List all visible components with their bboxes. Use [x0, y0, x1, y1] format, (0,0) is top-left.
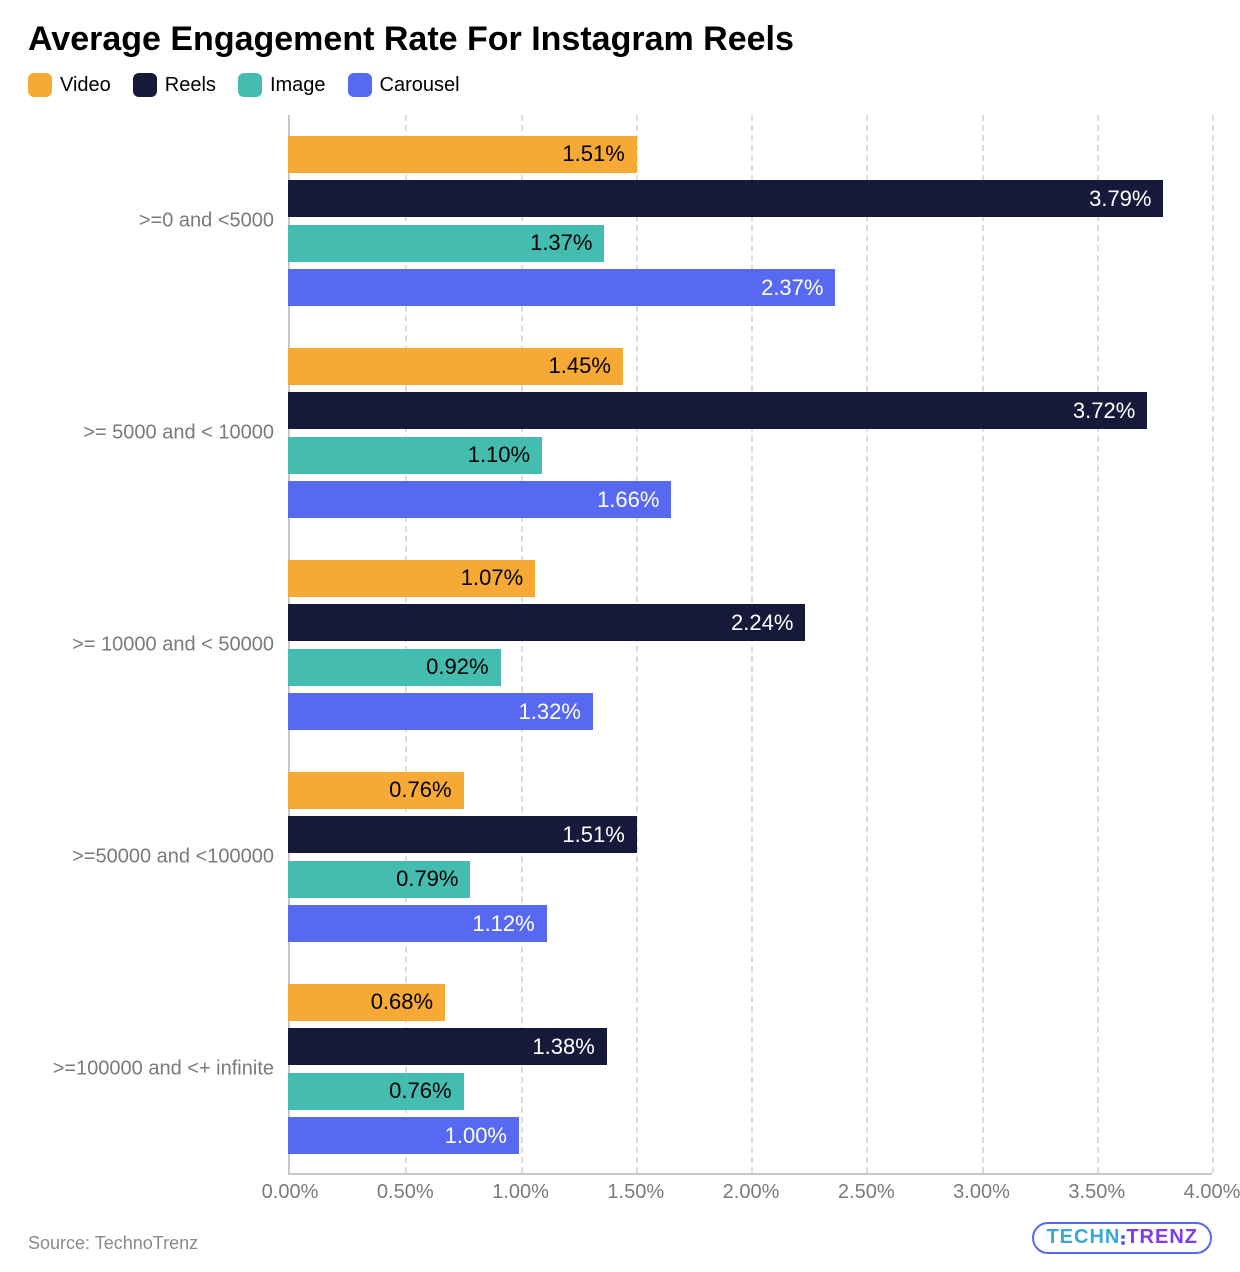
category-label: >= 10000 and < 50000	[28, 634, 288, 657]
bar-row: 0.79%	[288, 858, 1212, 901]
x-tick-label: 0.00%	[262, 1181, 319, 1204]
legend-item-video: Video	[28, 73, 111, 97]
bar-row: 2.37%	[288, 267, 1212, 310]
bar-value-label: 1.07%	[461, 565, 535, 591]
category-group: >=50000 and <1000000.76%1.51%0.79%1.12%	[288, 751, 1212, 963]
legend-item-image: Image	[238, 73, 326, 97]
category-group: >= 5000 and < 100001.45%3.72%1.10%1.66%	[288, 327, 1212, 539]
category-group: >=0 and <50001.51%3.79%1.37%2.37%	[288, 115, 1212, 327]
bar-value-label: 1.00%	[445, 1123, 519, 1149]
x-tick-label: 3.00%	[953, 1181, 1010, 1204]
chart-container: Average Engagement Rate For Instagram Re…	[0, 0, 1240, 1272]
category-label: >= 5000 and < 10000	[28, 422, 288, 445]
bar-row: 2.24%	[288, 602, 1212, 645]
bar-value-label: 3.79%	[1089, 186, 1163, 212]
legend-item-carousel: Carousel	[348, 73, 460, 97]
bar-value-label: 0.92%	[426, 654, 500, 680]
x-tick-label: 4.00%	[1184, 1181, 1240, 1204]
logo-dots-icon	[1121, 1235, 1125, 1245]
bar-value-label: 0.79%	[396, 866, 470, 892]
bars-column: 0.68% 1.38% 0.76% 1.00%	[288, 981, 1212, 1157]
bar-value-label: 1.10%	[468, 442, 542, 468]
plot-area: 0.00%0.50%1.00%1.50%2.00%2.50%3.00%3.50%…	[288, 115, 1212, 1175]
bars-column: 1.07% 2.24% 0.92% 1.32%	[288, 557, 1212, 733]
legend-swatch	[28, 73, 52, 97]
category-label: >=100000 and <+ infinite	[28, 1058, 288, 1081]
bar-value-label: 3.72%	[1073, 398, 1147, 424]
bar-reels	[288, 180, 1163, 217]
bar-row: 1.00%	[288, 1115, 1212, 1158]
bar-row: 0.76%	[288, 769, 1212, 812]
bar-value-label: 1.32%	[519, 699, 593, 725]
x-tick-label: 2.50%	[838, 1181, 895, 1204]
chart-title: Average Engagement Rate For Instagram Re…	[28, 20, 1212, 59]
bar-row: 1.37%	[288, 222, 1212, 265]
x-tick-label: 0.50%	[377, 1181, 434, 1204]
bar-reels	[288, 604, 805, 641]
brand-logo: TECHN TRENZ	[1032, 1222, 1212, 1254]
bar-reels	[288, 392, 1147, 429]
bar-row: 0.76%	[288, 1070, 1212, 1113]
bar-value-label: 1.51%	[562, 141, 636, 167]
category-group: >= 10000 and < 500001.07%2.24%0.92%1.32%	[288, 539, 1212, 751]
bar-row: 0.68%	[288, 981, 1212, 1024]
bar-value-label: 1.45%	[549, 353, 623, 379]
x-tick-label: 1.00%	[492, 1181, 549, 1204]
footer: Source: TechnoTrenz TECHN TRENZ	[28, 1222, 1212, 1254]
bar-value-label: 1.66%	[597, 487, 671, 513]
legend-swatch	[133, 73, 157, 97]
bar-row: 1.07%	[288, 557, 1212, 600]
bar-value-label: 1.37%	[530, 230, 604, 256]
bars-column: 0.76% 1.51% 0.79%1.12%	[288, 769, 1212, 945]
bar-value-label: 1.12%	[472, 911, 546, 937]
bar-row: 1.45%	[288, 345, 1212, 388]
logo-part-b: TRENZ	[1126, 1226, 1198, 1249]
bar-row: 1.10%	[288, 434, 1212, 477]
bar-value-label: 0.68%	[371, 989, 445, 1015]
bar-carousel	[288, 269, 835, 306]
x-tick-label: 3.50%	[1068, 1181, 1125, 1204]
x-tick-label: 2.00%	[723, 1181, 780, 1204]
bar-value-label: 1.51%	[562, 822, 636, 848]
legend-item-reels: Reels	[133, 73, 216, 97]
source-label: Source: TechnoTrenz	[28, 1233, 198, 1254]
bar-row: 1.51%	[288, 133, 1212, 176]
bar-value-label: 0.76%	[389, 777, 463, 803]
legend: Video Reels Image Carousel	[28, 73, 1212, 97]
legend-label: Reels	[165, 74, 216, 97]
bar-value-label: 2.24%	[731, 610, 805, 636]
bars-column: 1.51% 3.79% 1.37% 2.37%	[288, 133, 1212, 309]
bar-row: 3.79%	[288, 178, 1212, 221]
bar-value-label: 0.76%	[389, 1078, 463, 1104]
bar-row: 1.32%	[288, 691, 1212, 734]
legend-label: Carousel	[380, 74, 460, 97]
category-group: >=100000 and <+ infinite0.68%1.38%0.76%1…	[288, 963, 1212, 1175]
category-label: >=50000 and <100000	[28, 846, 288, 869]
logo-part-a: TECHN	[1046, 1226, 1120, 1249]
bar-row: 1.38%	[288, 1026, 1212, 1069]
bar-row: 1.12%	[288, 903, 1212, 946]
bar-value-label: 2.37%	[761, 275, 835, 301]
bar-groups: >=0 and <50001.51%3.79%1.37%2.37%>= 5000…	[288, 115, 1212, 1175]
bar-value-label: 1.38%	[532, 1034, 606, 1060]
legend-label: Video	[60, 74, 111, 97]
bar-row: 3.72%	[288, 390, 1212, 433]
bar-row: 1.66%	[288, 479, 1212, 522]
legend-swatch	[348, 73, 372, 97]
legend-label: Image	[270, 74, 326, 97]
bar-row: 0.92%	[288, 646, 1212, 689]
bar-row: 1.51%	[288, 814, 1212, 857]
bars-column: 1.45% 3.72% 1.10% 1.66%	[288, 345, 1212, 521]
x-tick-label: 1.50%	[607, 1181, 664, 1204]
category-label: >=0 and <5000	[28, 210, 288, 233]
legend-swatch	[238, 73, 262, 97]
gridline	[1212, 115, 1214, 1173]
